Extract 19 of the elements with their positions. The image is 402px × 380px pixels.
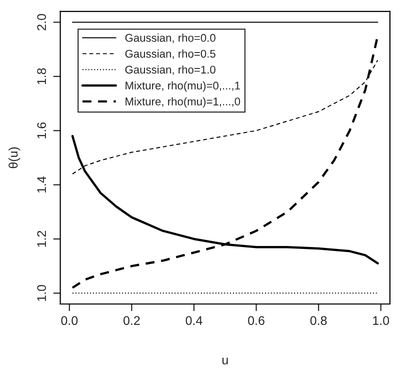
- x-tick-label: 1.0: [373, 316, 390, 325]
- y-axis-title: θ(u): [8, 147, 20, 168]
- y-tick-label: 2.0: [37, 14, 46, 30]
- legend-label: Mixture, rho(mu)=1,...,0: [126, 97, 240, 108]
- x-tick-label: 0.0: [61, 316, 78, 325]
- legend-label: Gaussian, rho=0.5: [125, 50, 216, 60]
- y-tick-label: 1.8: [37, 68, 46, 84]
- y-tick-label: 1.4: [37, 176, 46, 193]
- x-tick-label: 0.4: [186, 316, 202, 325]
- y-tick-label: 1.0: [37, 284, 46, 301]
- y-tick-label: 1.6: [37, 122, 46, 138]
- x-axis-title: u: [222, 358, 228, 364]
- legend-label: Mixture, rho(mu)=0,...,1: [126, 81, 240, 92]
- y-tick-label: 1.2: [37, 230, 46, 247]
- x-tick-label: 0.8: [310, 316, 327, 325]
- x-tick-label: 0.6: [248, 316, 264, 325]
- legend-label: Gaussian, rho=0.0: [125, 34, 216, 44]
- legend-label: Gaussian, rho=1.0: [125, 65, 216, 75]
- x-tick-label: 0.2: [123, 316, 140, 325]
